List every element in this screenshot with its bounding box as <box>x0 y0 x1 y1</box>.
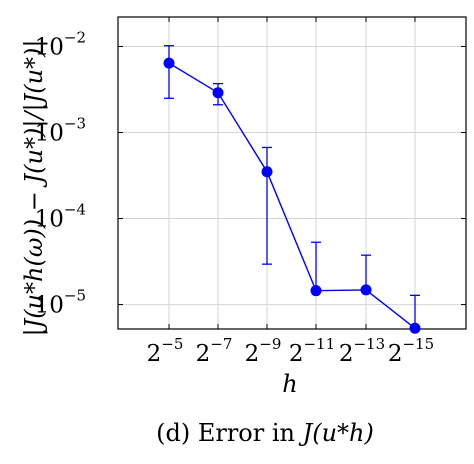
y-tick-labels: 10−210−310−410−5 <box>35 28 86 318</box>
x-tick-exponent: −11 <box>303 335 335 353</box>
x-tick-exponent: −15 <box>402 335 434 353</box>
y-tick-exponent: −2 <box>64 28 86 46</box>
data-point <box>360 284 372 296</box>
y-tick-base: 10 <box>35 293 64 319</box>
caption: (d) Error in J(u*h) <box>156 419 374 447</box>
data-point <box>212 87 224 99</box>
y-axis-label: |J(u*h(ω)) − J(u*)|/|J(u*)| <box>20 40 49 337</box>
data-point <box>310 285 322 297</box>
y-tick-base: 10 <box>35 120 64 146</box>
x-tick-base: 2 <box>339 341 354 367</box>
axis-ticks <box>118 17 466 329</box>
error-bars <box>164 45 420 329</box>
grid-lines <box>118 17 466 329</box>
x-tick-label: 2−7 <box>196 335 233 367</box>
y-tick-label: 10−5 <box>35 287 86 319</box>
x-tick-label: 2−13 <box>339 335 385 367</box>
x-tick-base: 2 <box>245 341 260 367</box>
y-tick-base: 10 <box>35 34 64 60</box>
x-tick-exponent: −9 <box>259 335 281 353</box>
x-tick-label: 2−15 <box>388 335 434 367</box>
y-tick-base: 10 <box>35 207 64 233</box>
x-tick-exponent: −5 <box>161 335 183 353</box>
data-points <box>163 57 421 334</box>
x-tick-label: 2−11 <box>289 335 335 367</box>
x-tick-exponent: −7 <box>210 335 232 353</box>
y-tick-label: 10−3 <box>35 114 86 146</box>
x-tick-exponent: −13 <box>353 335 385 353</box>
data-point <box>163 57 175 69</box>
y-tick-exponent: −3 <box>64 114 86 132</box>
data-point <box>261 166 273 178</box>
x-tick-base: 2 <box>196 341 211 367</box>
x-tick-label: 2−5 <box>147 335 184 367</box>
x-tick-base: 2 <box>388 341 403 367</box>
y-tick-label: 10−4 <box>35 201 86 233</box>
caption-prefix: (d) Error in <box>156 419 303 447</box>
y-tick-label: 10−2 <box>35 28 86 60</box>
x-tick-label: 2−9 <box>245 335 282 367</box>
caption-math: J(u*h) <box>298 419 374 447</box>
data-point <box>409 322 421 334</box>
x-tick-base: 2 <box>147 341 162 367</box>
series-line <box>168 62 416 329</box>
y-tick-exponent: −4 <box>64 201 86 219</box>
plot-frame <box>117 16 467 330</box>
x-tick-base: 2 <box>289 341 304 367</box>
x-axis-label: h <box>282 370 297 398</box>
y-tick-exponent: −5 <box>64 287 86 305</box>
x-tick-labels: 2−5 2−7 2−9 2−11 2−13 2−15 <box>147 335 435 367</box>
